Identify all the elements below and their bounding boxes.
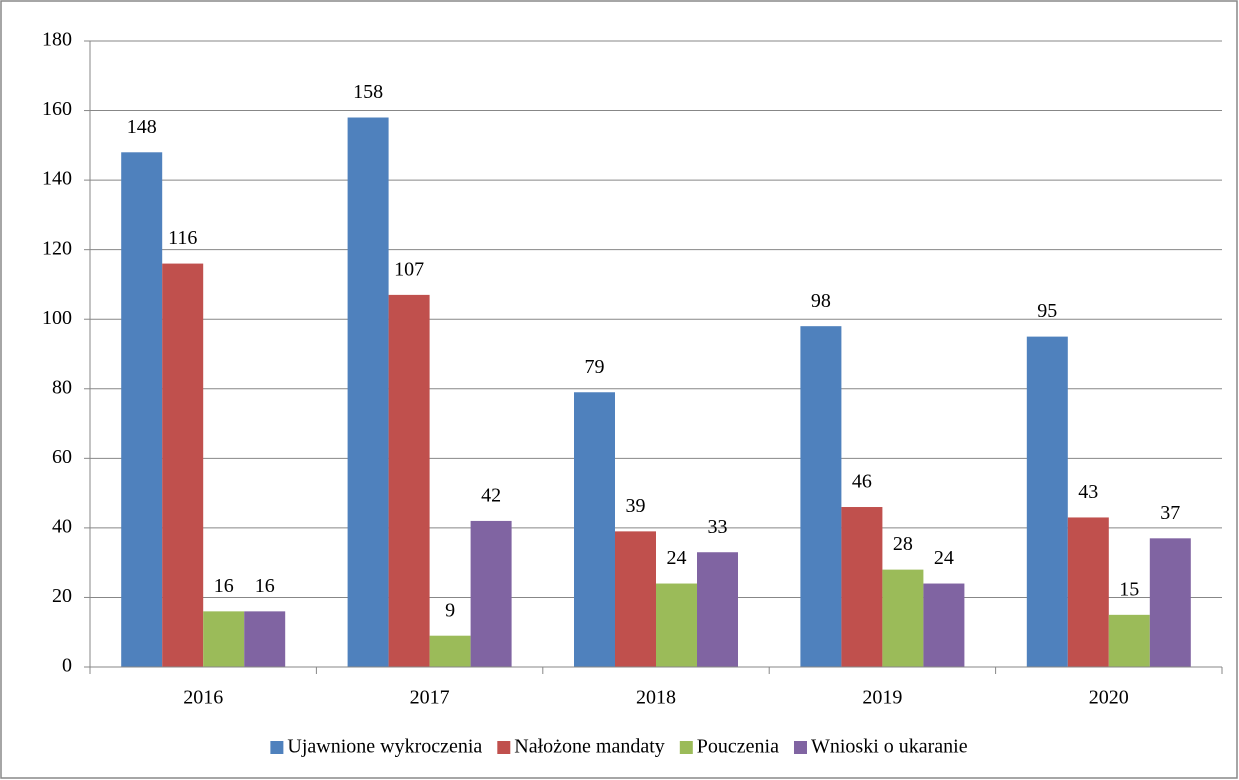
legend-label: Ujawnione wykroczenia: [287, 736, 482, 758]
bar: [121, 152, 163, 668]
value-label: 24: [667, 547, 687, 569]
bar: [656, 583, 697, 667]
value-label: 16: [214, 575, 234, 597]
value-label: 42: [481, 485, 501, 507]
bar: [470, 520, 512, 667]
value-label: 79: [585, 356, 605, 378]
x-tick-label: 2018: [636, 687, 676, 709]
bar: [882, 569, 924, 667]
legend-label: Wnioski o ukaranie: [811, 736, 968, 758]
legend-swatch: [679, 741, 693, 754]
legend-label: Nałożone mandaty: [514, 736, 665, 758]
bar: [800, 326, 842, 667]
bar: [1026, 336, 1068, 667]
x-tick-label: 2019: [862, 687, 902, 709]
y-tick-label: 180: [42, 29, 72, 51]
bar: [347, 117, 389, 667]
value-label: 9: [445, 599, 455, 621]
legend-label: Pouczenia: [697, 736, 779, 758]
x-tick-label: 2020: [1089, 687, 1129, 709]
bar: [244, 611, 286, 667]
bar: [841, 507, 883, 667]
value-label: 43: [1078, 481, 1098, 503]
value-label: 107: [394, 258, 424, 280]
bar: [203, 611, 245, 667]
bar: [162, 263, 204, 667]
x-tick-label: 2016: [183, 687, 223, 709]
value-label: 158: [353, 81, 383, 103]
y-tick-label: 100: [42, 307, 72, 329]
legend-swatch: [270, 741, 284, 754]
value-label: 15: [1119, 578, 1139, 600]
bar: [923, 583, 965, 667]
y-tick-label: 80: [52, 376, 72, 398]
bar: [697, 552, 738, 667]
value-label: 98: [811, 290, 831, 312]
bar: [1149, 538, 1191, 667]
value-label: 116: [168, 227, 197, 249]
value-label: 28: [893, 533, 913, 555]
bar: [1067, 517, 1109, 667]
bar: [388, 294, 430, 667]
value-label: 37: [1160, 502, 1180, 524]
y-tick-label: 160: [42, 98, 72, 120]
bar: [615, 531, 656, 667]
y-tick-label: 140: [42, 168, 72, 190]
x-tick-label: 2017: [410, 687, 450, 709]
bar: [574, 392, 615, 667]
bar: [1108, 614, 1150, 667]
bar: [429, 635, 471, 667]
value-label: 16: [255, 575, 275, 597]
value-label: 39: [626, 495, 646, 517]
value-label: 148: [127, 116, 157, 138]
y-tick-label: 20: [52, 585, 72, 607]
value-label: 24: [934, 547, 954, 569]
y-tick-label: 120: [42, 237, 72, 259]
y-tick-label: 60: [52, 446, 72, 468]
legend-swatch: [497, 741, 511, 754]
value-label: 46: [852, 471, 872, 493]
legend-swatch: [793, 741, 807, 754]
value-label: 33: [708, 516, 728, 538]
value-label: 95: [1037, 300, 1057, 322]
y-tick-label: 40: [52, 515, 72, 537]
y-tick-label: 0: [62, 655, 72, 677]
